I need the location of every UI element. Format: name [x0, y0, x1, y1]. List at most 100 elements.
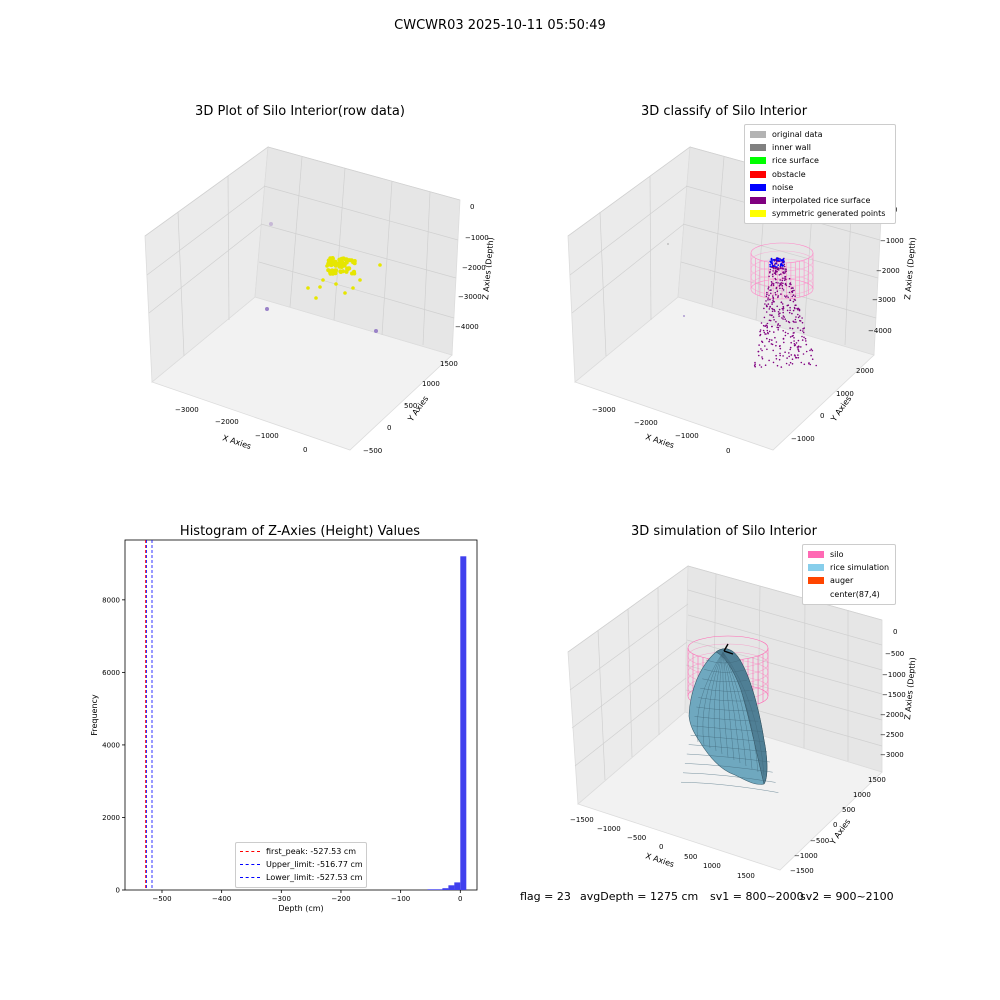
p2-point — [794, 355, 796, 357]
p2-point — [778, 285, 781, 287]
p2-point — [788, 352, 790, 354]
hist-xtick-label: −200 — [331, 895, 350, 903]
p2-point — [788, 285, 791, 288]
p2-point — [794, 304, 796, 307]
p2-point — [774, 291, 777, 294]
p2-point — [797, 356, 800, 359]
p2-point — [772, 270, 774, 272]
p2-point — [768, 319, 771, 322]
p2-point — [783, 295, 786, 297]
p2-noise-point — [781, 264, 784, 267]
p4-ytick: −500 — [810, 837, 829, 845]
p1-point — [329, 259, 334, 264]
footer-avg-depth: avgDepth = 1275 cm — [580, 890, 699, 903]
p2-point — [775, 270, 777, 273]
p2-point — [775, 258, 777, 261]
p3-ylabel: Frequency — [90, 694, 99, 736]
p1-ytick: 1000 — [422, 380, 440, 388]
p1-ytick: 1500 — [440, 360, 458, 368]
p2-point — [758, 364, 761, 366]
p1-point — [346, 258, 351, 263]
p2-point — [790, 287, 793, 290]
p2-point — [775, 293, 777, 296]
p1-point — [325, 264, 329, 268]
p2-point — [783, 257, 785, 260]
p4-mesh-line — [700, 688, 750, 692]
p1-point — [337, 264, 342, 269]
p2-point — [784, 283, 787, 286]
p2-noise-point — [779, 264, 782, 267]
p2-point — [770, 266, 773, 268]
p2-point — [766, 329, 769, 332]
p1-point — [333, 259, 338, 264]
p2-point — [763, 307, 765, 310]
hist-bar — [427, 889, 443, 890]
p2-point — [798, 308, 801, 311]
p2-point — [794, 344, 797, 346]
p1-point — [332, 269, 337, 274]
p2-point — [793, 298, 796, 301]
legend-item: noise — [750, 181, 890, 194]
p2-point — [783, 272, 785, 275]
p1-ytick: −500 — [363, 447, 382, 455]
legend-label: first_peak: -527.53 cm — [266, 847, 357, 857]
p2-point — [766, 326, 768, 329]
p2-point — [791, 291, 794, 294]
p2-point — [795, 304, 797, 307]
p2-noise-point — [771, 259, 773, 262]
legend-swatch — [750, 210, 766, 218]
p2-point — [773, 319, 775, 321]
p2-point — [772, 266, 774, 268]
p2-point — [771, 282, 773, 285]
p2-point — [770, 284, 772, 287]
p2-point — [805, 350, 808, 353]
p1-point — [332, 262, 336, 267]
p2-point — [793, 343, 796, 345]
p2-point — [782, 315, 785, 317]
p2-ztick: −3000 — [872, 296, 896, 304]
p2-noise-point — [769, 260, 772, 263]
p2-point — [772, 349, 774, 352]
p2-point — [791, 312, 793, 315]
p2-point — [772, 266, 774, 269]
p1-point — [347, 266, 352, 271]
p2-noise-point — [782, 261, 785, 264]
p4-mesh-line — [702, 678, 747, 683]
p2-point — [758, 354, 760, 357]
p2-point — [765, 333, 767, 335]
legend-item: rice simulation — [808, 561, 890, 574]
p2-point — [763, 331, 766, 334]
p2-point — [791, 287, 793, 289]
p2-point — [779, 345, 781, 347]
p2-point — [784, 268, 787, 270]
p2-point — [785, 268, 787, 271]
p2-point — [773, 331, 775, 333]
p2-point — [775, 262, 778, 265]
p1-point — [333, 268, 338, 273]
p4-mesh-line — [719, 651, 724, 755]
p2-point — [787, 320, 790, 323]
p2-point — [777, 268, 779, 271]
p2-point — [778, 313, 780, 315]
p1-point — [338, 259, 343, 264]
p2-noise-point — [769, 265, 772, 268]
p2-point — [800, 346, 802, 348]
legend-item: first_peak: -527.53 cm — [240, 845, 362, 858]
p1-ytick: 500 — [404, 402, 417, 410]
legend-swatch — [750, 170, 766, 178]
p1-xtick: 0 — [303, 446, 307, 454]
legend-label: Upper_limit: -516.77 cm — [266, 860, 363, 870]
p2-point — [766, 322, 769, 325]
hist-ytick-label: 4000 — [102, 741, 120, 749]
p2-point — [781, 261, 784, 264]
p2-point — [797, 346, 799, 348]
legend-swatch — [808, 551, 824, 559]
p2-point — [784, 275, 787, 278]
p2-stray-point — [667, 243, 669, 245]
p2-point — [775, 358, 778, 360]
p2-point — [793, 306, 796, 309]
p2-point — [797, 316, 800, 319]
hist-bar — [448, 885, 455, 890]
hist-bar — [460, 556, 467, 890]
p1-point — [330, 256, 335, 260]
